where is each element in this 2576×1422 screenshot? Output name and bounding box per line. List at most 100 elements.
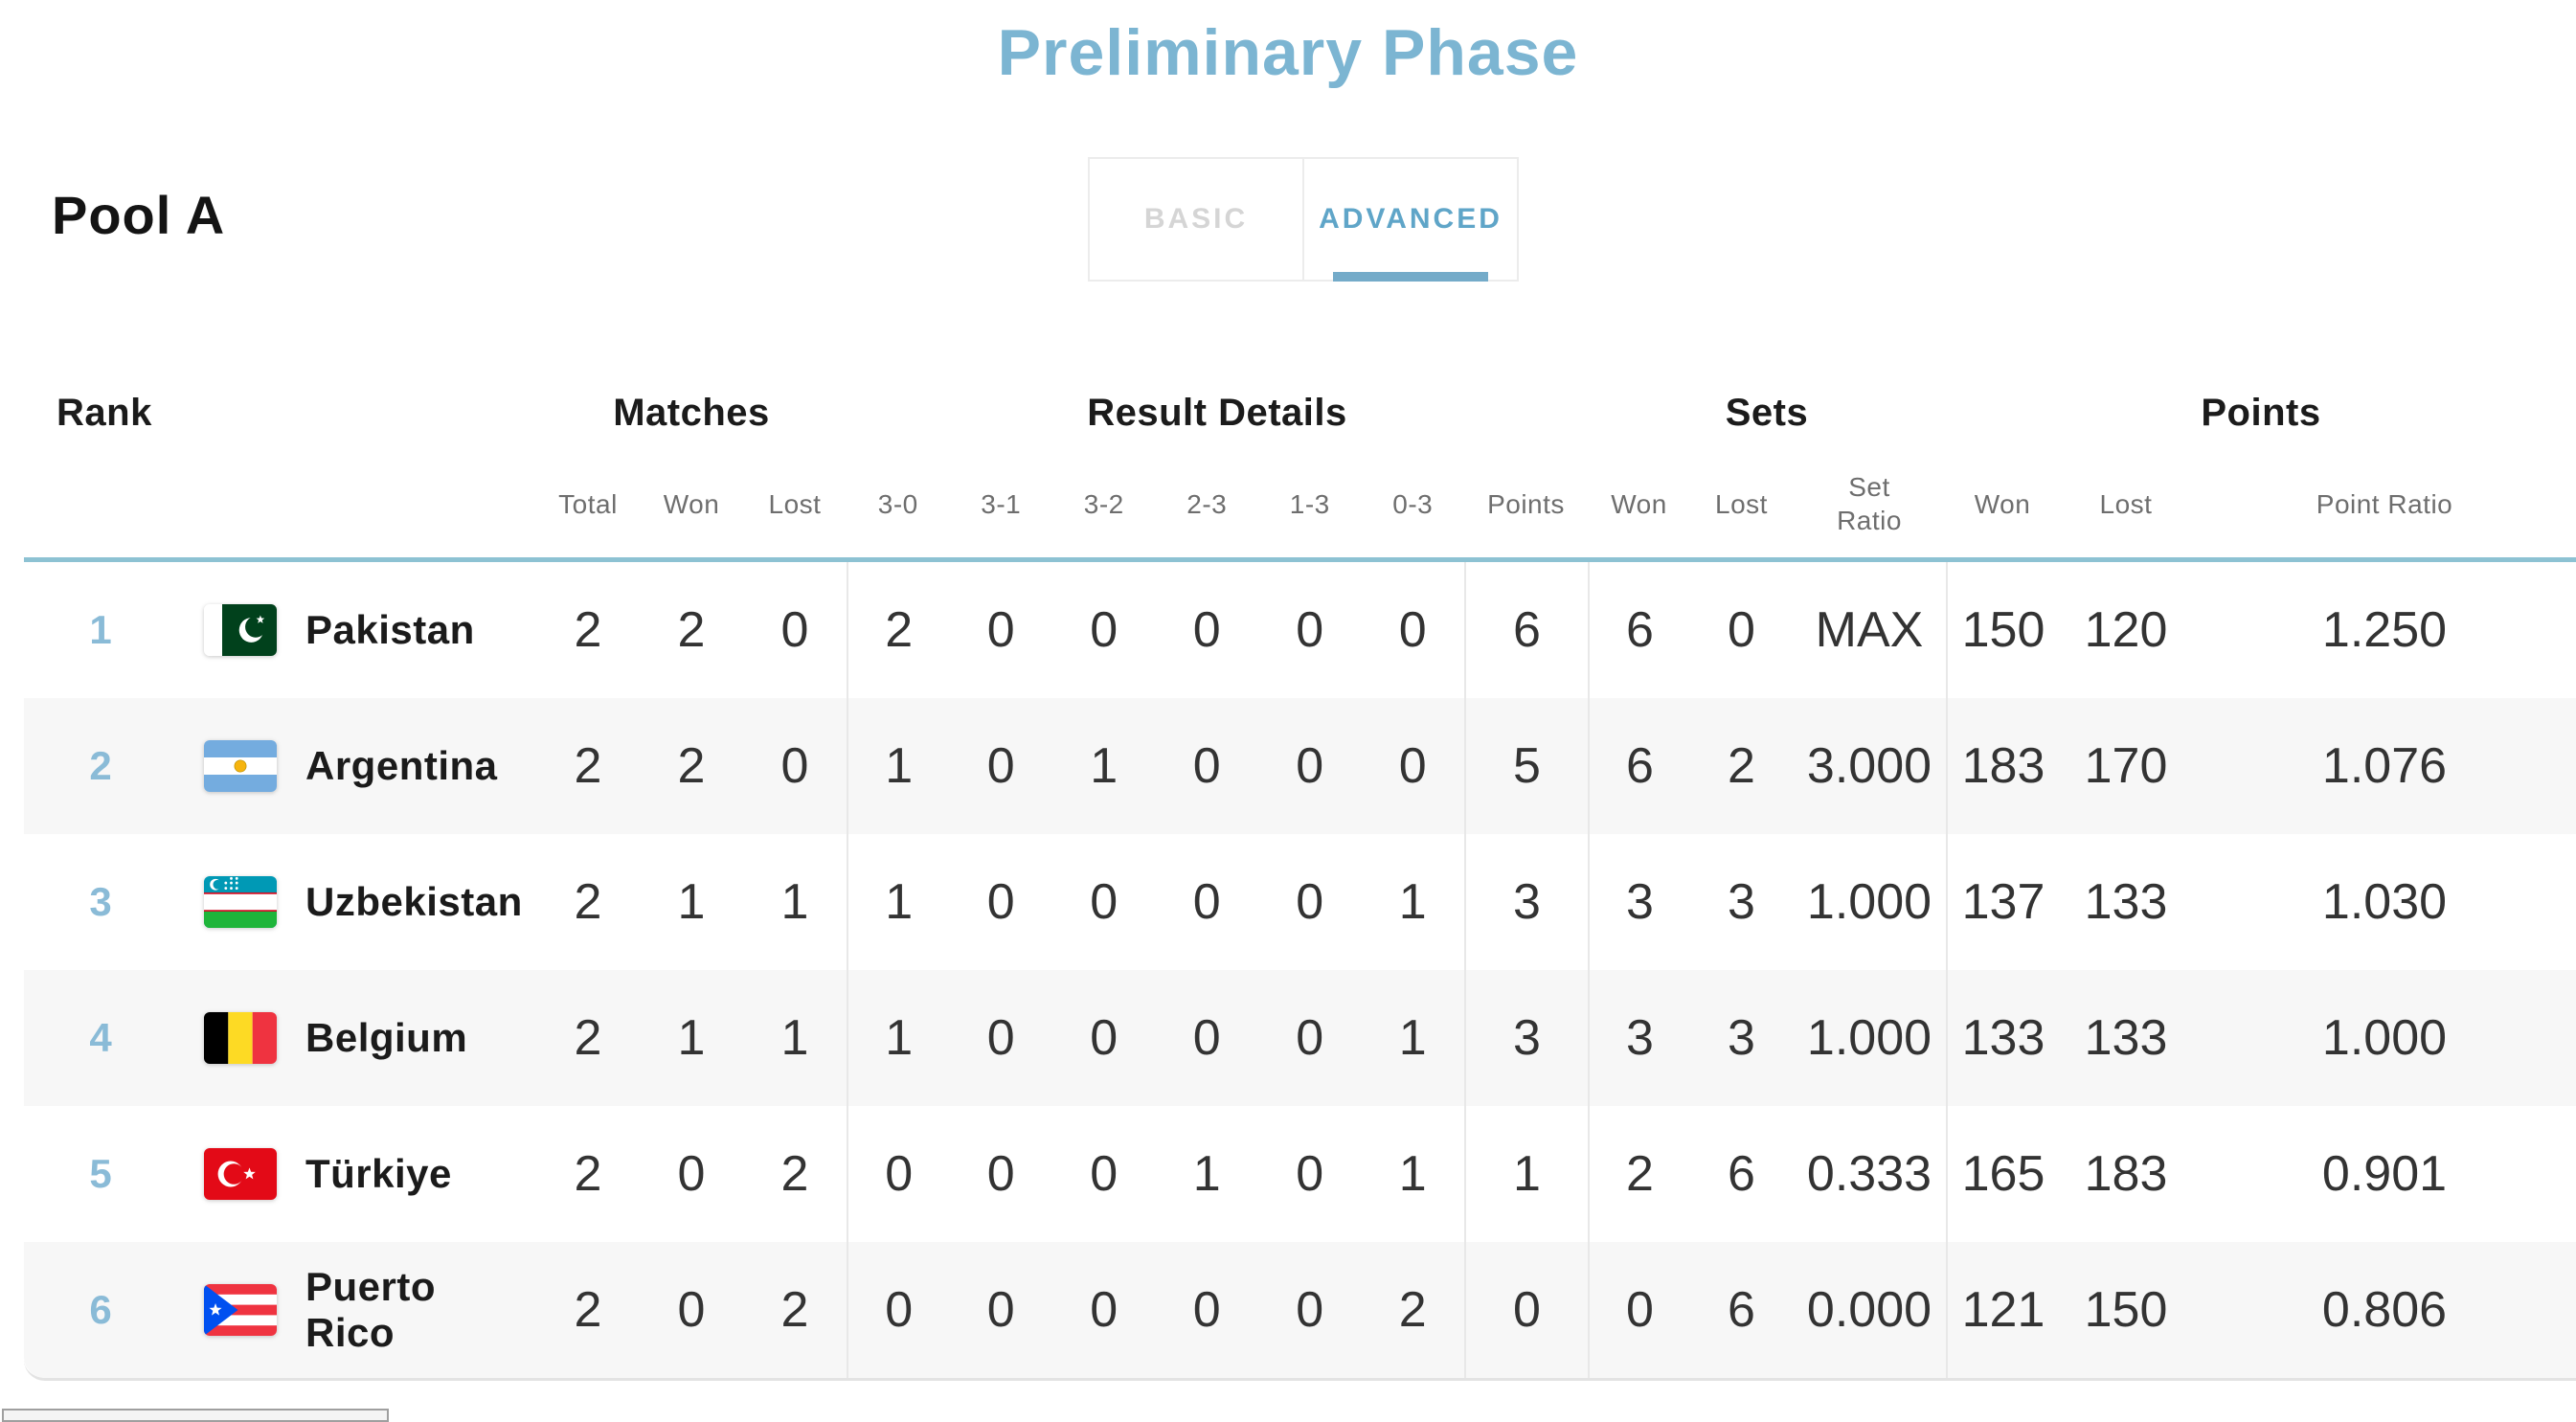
- sub-header-3-0: 3-0: [877, 488, 918, 519]
- sub-header-1-3: 1-3: [1289, 488, 1330, 519]
- team-row[interactable]: 5 Türkiye 2 0 2 0 0 0 1 0 1 1 2 6 0.333 165 183 0.901: [24, 1106, 2576, 1242]
- sub-header-set-ratio: Set Ratio: [1837, 472, 1902, 535]
- cell-set-ratio: 1.000: [1806, 1010, 1932, 1066]
- cell-result-3-0: 0: [847, 1242, 950, 1378]
- tab-advanced[interactable]: ADVANCED: [1304, 159, 1517, 282]
- horizontal-scrollbar[interactable]: [2, 1409, 389, 1422]
- team-name: Argentina: [305, 743, 498, 788]
- rank-cell: 5: [89, 1151, 112, 1196]
- sub-header-point-ratio: Point Ratio: [2316, 488, 2453, 519]
- cell-matches-won: 1: [677, 874, 706, 930]
- team-row[interactable]: 1 Pakistan 2 2 0 2 0 0 0 0 0 6 6 0 MAX 150 120 1.250: [24, 562, 2576, 698]
- cell-point-ratio: 1.076: [2321, 738, 2448, 794]
- cell-points-lost: 133: [2084, 1010, 2168, 1066]
- cell-sets-won: 6: [1588, 562, 1690, 698]
- cell-result-3-2: 0: [1090, 874, 1119, 930]
- cell-point-ratio: 0.806: [2321, 1282, 2448, 1338]
- cell-sets-lost: 6: [1728, 1146, 1755, 1202]
- cell-match-points: 3: [1464, 970, 1588, 1106]
- cell-matches-lost: 0: [780, 738, 809, 794]
- sub-header-0-3: 0-3: [1392, 488, 1434, 519]
- sub-header-3-2: 3-2: [1083, 488, 1124, 519]
- cell-points-lost: 150: [2084, 1282, 2168, 1338]
- cell-matches-won: 2: [677, 602, 706, 658]
- rank-cell: 2: [89, 743, 112, 788]
- cell-matches-total: 2: [574, 1010, 602, 1066]
- rank-cell: 3: [89, 879, 112, 924]
- cell-result-3-0: 1: [847, 970, 950, 1106]
- cell-set-ratio: 0.333: [1806, 1146, 1932, 1202]
- cell-sets-won: 0: [1588, 1242, 1690, 1378]
- pool-title: Pool A: [52, 185, 226, 245]
- cell-result-1-3: 0: [1296, 738, 1324, 794]
- column-group-matches: Matches: [613, 391, 770, 434]
- cell-set-ratio: 1.000: [1806, 874, 1932, 930]
- puerto-rico-flag-icon: [204, 1284, 277, 1336]
- tab-basic[interactable]: BASIC: [1090, 159, 1304, 280]
- cell-result-1-3: 0: [1296, 1146, 1324, 1202]
- cell-result-3-0: 1: [847, 834, 950, 970]
- cell-sets-won: 2: [1588, 1106, 1690, 1242]
- cell-result-1-3: 0: [1296, 1010, 1324, 1066]
- cell-sets-lost: 3: [1728, 1010, 1755, 1066]
- column-group-result-details: Result Details: [1087, 391, 1347, 434]
- team-name: Puerto Rico: [305, 1264, 437, 1355]
- argentina-flag-icon: [204, 740, 277, 792]
- cell-result-2-3: 0: [1192, 874, 1221, 930]
- team-name: Pakistan: [305, 607, 475, 652]
- cell-match-points: 3: [1464, 834, 1588, 970]
- cell-matches-lost: 0: [780, 602, 809, 658]
- cell-matches-lost: 2: [780, 1146, 809, 1202]
- cell-result-3-1: 0: [986, 874, 1015, 930]
- cell-matches-won: 1: [677, 1010, 706, 1066]
- sub-header-lost: Lost: [1715, 488, 1768, 519]
- column-group-rank: Rank: [56, 391, 152, 434]
- cell-set-ratio: MAX: [1815, 602, 1924, 658]
- cell-sets-lost: 6: [1728, 1282, 1755, 1338]
- team-cell: Pakistan: [177, 562, 536, 698]
- cell-result-0-3: 1: [1398, 1010, 1427, 1066]
- rank-cell: 1: [89, 607, 112, 652]
- cell-result-0-3: 0: [1398, 602, 1427, 658]
- team-row[interactable]: 4 Belgium 2 1 1 1 0 0 0 0 1 3 3 3 1.000 133 133 1.000: [24, 970, 2576, 1106]
- cell-result-3-2: 0: [1090, 1146, 1119, 1202]
- cell-matches-won: 0: [677, 1282, 706, 1338]
- cell-matches-total: 2: [574, 602, 602, 658]
- page-title: Preliminary Phase: [997, 16, 1579, 89]
- cell-point-ratio: 1.250: [2321, 602, 2448, 658]
- cell-points-won: 165: [1946, 1106, 2059, 1242]
- team-row[interactable]: 3 Uzbekistan 2 1 1 1 0 0 0 0 1 3 3 3 1.000 137 133 1.030: [24, 834, 2576, 970]
- cell-sets-won: 3: [1588, 834, 1690, 970]
- cell-points-won: 150: [1946, 562, 2059, 698]
- team-row[interactable]: 2 Argentina 2 2 0 1 0 1 0 0 0 5 6 2 3.000 183 170 1.076: [24, 698, 2576, 834]
- cell-sets-lost: 3: [1728, 874, 1755, 930]
- cell-sets-lost: 0: [1728, 602, 1755, 658]
- cell-result-0-3: 0: [1398, 738, 1427, 794]
- cell-result-1-3: 0: [1296, 1282, 1324, 1338]
- cell-result-3-0: 2: [847, 562, 950, 698]
- team-cell: Puerto Rico: [177, 1242, 536, 1378]
- cell-points-lost: 133: [2084, 874, 2168, 930]
- turkiye-flag-icon: [204, 1148, 277, 1200]
- cell-set-ratio: 3.000: [1806, 738, 1932, 794]
- cell-sets-won: 6: [1588, 698, 1690, 834]
- cell-result-3-1: 0: [986, 738, 1015, 794]
- cell-result-3-2: 0: [1090, 1282, 1119, 1338]
- cell-points-lost: 183: [2084, 1146, 2168, 1202]
- cell-result-3-2: 0: [1090, 602, 1119, 658]
- cell-result-0-3: 1: [1398, 874, 1427, 930]
- cell-match-points: 0: [1464, 1242, 1588, 1378]
- cell-result-2-3: 1: [1192, 1146, 1221, 1202]
- cell-set-ratio: 0.000: [1806, 1282, 1932, 1338]
- cell-result-3-2: 0: [1090, 1010, 1119, 1066]
- team-row[interactable]: 6 Puerto Rico 2 0 2 0 0 0 0 0 2 0 0 6 0.000 121 150 0.806: [24, 1242, 2576, 1378]
- cell-result-2-3: 0: [1192, 602, 1221, 658]
- sub-header-spacer: [24, 450, 536, 557]
- team-cell: Türkiye: [177, 1106, 536, 1242]
- belgium-flag-icon: [204, 1012, 277, 1064]
- cell-result-3-1: 0: [986, 1146, 1015, 1202]
- sub-header-lost: Lost: [2099, 488, 2153, 519]
- cell-matches-won: 0: [677, 1146, 706, 1202]
- cell-points-won: 121: [1946, 1242, 2059, 1378]
- cell-point-ratio: 0.901: [2321, 1146, 2448, 1202]
